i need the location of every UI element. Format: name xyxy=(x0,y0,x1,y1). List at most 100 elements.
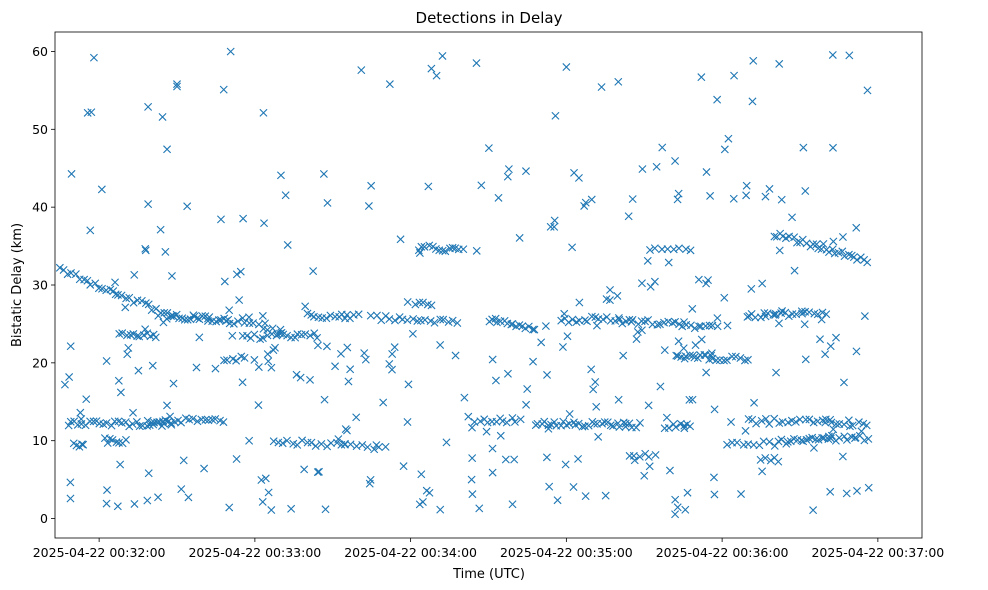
detection-point xyxy=(749,56,758,65)
detection-point xyxy=(799,143,808,152)
detection-point xyxy=(795,415,804,424)
detection-point xyxy=(172,310,181,319)
detection-point xyxy=(301,330,310,339)
detection-point xyxy=(71,270,80,279)
detection-point xyxy=(259,108,268,117)
detection-point xyxy=(188,414,197,423)
detection-point xyxy=(844,250,853,259)
detection-point xyxy=(475,504,484,513)
detection-point xyxy=(236,267,245,276)
detection-point xyxy=(135,422,144,431)
detection-point xyxy=(267,363,276,372)
detection-point xyxy=(229,319,238,328)
detection-point xyxy=(159,318,168,327)
detection-point xyxy=(281,191,290,200)
detection-point xyxy=(134,366,143,375)
detection-point xyxy=(614,77,623,86)
detection-point xyxy=(173,80,181,89)
y-tick-label: 20 xyxy=(32,355,48,370)
detection-point xyxy=(778,307,787,316)
detection-point xyxy=(832,419,841,428)
detection-point xyxy=(655,320,664,329)
detection-point xyxy=(842,435,851,444)
y-tick-label: 40 xyxy=(32,200,48,215)
detection-point xyxy=(669,245,678,254)
detection-point xyxy=(713,322,722,331)
detection-point xyxy=(853,486,861,495)
detection-point xyxy=(98,284,107,293)
detection-point xyxy=(646,246,654,254)
detection-point xyxy=(322,342,331,351)
detection-point xyxy=(160,308,169,317)
detection-point xyxy=(129,298,138,307)
detection-point xyxy=(496,431,505,440)
detection-point xyxy=(777,195,786,204)
y-tick-label: 50 xyxy=(32,122,48,137)
detection-point xyxy=(300,465,309,474)
detection-point xyxy=(132,417,141,426)
detection-point xyxy=(809,506,818,515)
detection-point xyxy=(757,416,766,425)
detection-point xyxy=(363,443,372,452)
detection-point xyxy=(352,413,361,422)
y-tick-label: 30 xyxy=(32,278,48,293)
detection-point xyxy=(691,341,700,350)
detection-point xyxy=(805,415,814,424)
detection-point xyxy=(863,86,872,95)
detection-point xyxy=(220,356,229,365)
detection-point xyxy=(326,311,335,320)
detection-point xyxy=(102,499,111,508)
detection-point xyxy=(314,467,323,476)
detection-point xyxy=(79,440,88,449)
detection-point xyxy=(111,278,120,287)
detection-point xyxy=(161,416,170,425)
detection-point xyxy=(267,506,276,515)
detection-point xyxy=(313,468,322,477)
detection-point xyxy=(476,417,485,426)
detection-point xyxy=(225,503,234,512)
detection-point xyxy=(537,338,546,347)
detection-point xyxy=(82,395,91,404)
detection-point xyxy=(494,193,503,202)
detection-point xyxy=(190,312,199,321)
detection-point xyxy=(824,435,833,444)
detection-point xyxy=(89,417,98,426)
detection-point xyxy=(488,355,497,364)
detection-point xyxy=(147,418,156,427)
detection-point xyxy=(364,202,373,211)
detection-point xyxy=(427,64,436,73)
detection-point xyxy=(710,490,719,499)
detection-point xyxy=(756,313,765,322)
detection-point xyxy=(264,488,273,497)
detection-point xyxy=(491,376,500,385)
detection-point xyxy=(195,333,204,342)
detection-point xyxy=(390,343,399,352)
detection-point xyxy=(169,379,178,388)
detection-point xyxy=(671,423,680,432)
detection-point xyxy=(103,439,112,447)
detection-point xyxy=(581,492,590,501)
detection-point xyxy=(258,334,267,343)
detection-point xyxy=(67,169,76,178)
detection-point xyxy=(508,319,517,328)
detection-point xyxy=(323,198,332,207)
detection-point xyxy=(664,317,673,326)
detection-point xyxy=(742,181,751,190)
detection-point xyxy=(671,510,680,519)
detection-point xyxy=(574,173,583,182)
detection-point xyxy=(528,325,537,334)
detection-point xyxy=(564,318,573,327)
detection-point xyxy=(673,503,682,512)
detection-point xyxy=(86,417,95,426)
detection-point xyxy=(193,417,202,426)
detection-point xyxy=(115,329,124,338)
detection-point xyxy=(411,300,420,309)
detection-point xyxy=(144,102,153,111)
detection-point xyxy=(848,421,857,430)
detection-point xyxy=(614,313,623,322)
detection-point xyxy=(425,488,434,497)
detection-point xyxy=(765,437,774,446)
detection-point xyxy=(756,455,765,464)
detection-point xyxy=(130,499,139,508)
detection-point xyxy=(388,365,396,374)
